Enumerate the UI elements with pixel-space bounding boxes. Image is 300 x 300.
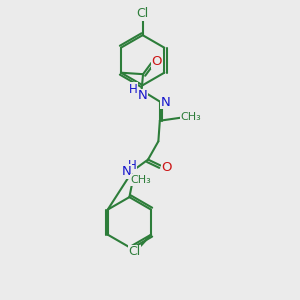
Text: Cl: Cl [136,8,149,20]
Text: N: N [137,89,147,102]
Text: CH₃: CH₃ [180,112,201,122]
Text: H: H [128,159,136,172]
Text: CH₃: CH₃ [130,175,151,185]
Text: N: N [122,165,131,178]
Text: O: O [151,55,162,68]
Text: H: H [129,83,138,96]
Text: N: N [161,96,171,109]
Text: Cl: Cl [128,245,140,258]
Text: O: O [162,161,172,174]
